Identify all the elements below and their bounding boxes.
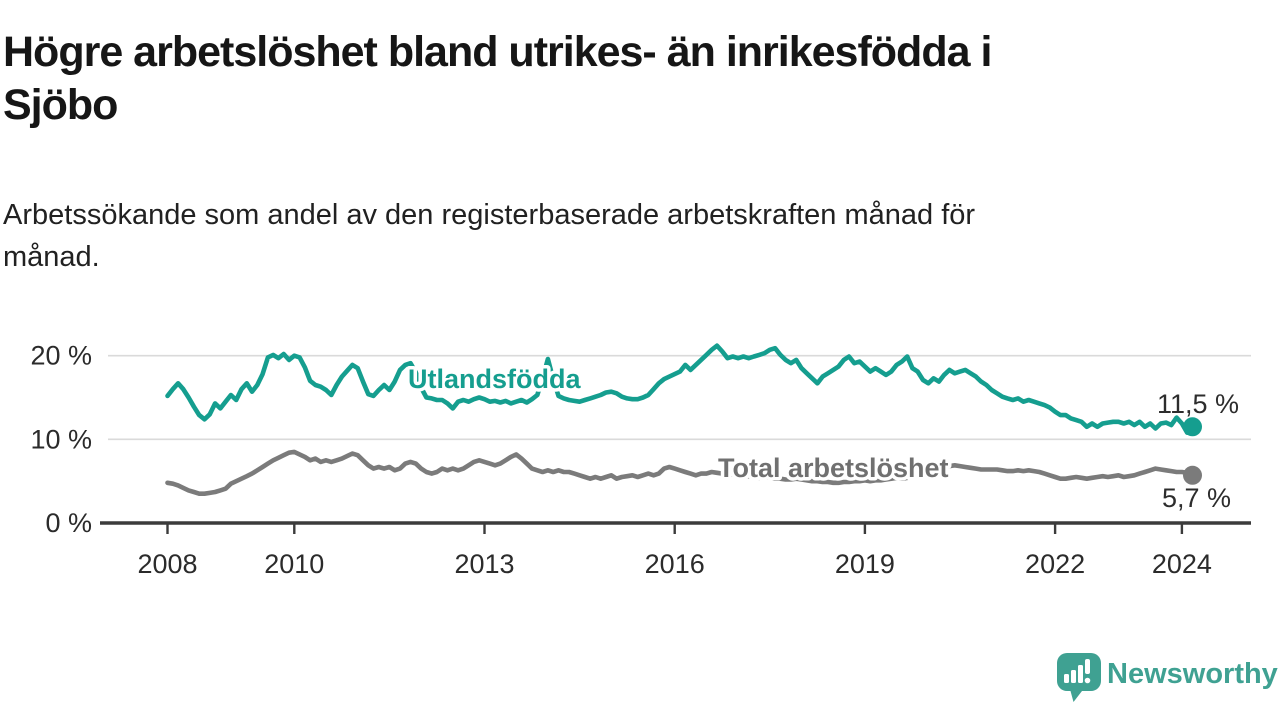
logo-exclamation-dot xyxy=(1084,677,1091,684)
newsworthy-logo-icon xyxy=(1057,653,1101,702)
chart-subtitle-line2: månad. xyxy=(3,241,100,273)
chart-svg: 0 % 10 % 20 % Utlandsfödda Total arbetslös… xyxy=(30,341,1251,579)
x-axis-tick-label: 2024 xyxy=(1152,549,1212,579)
brand-footer: Newsworthy xyxy=(1056,652,1278,704)
logo-bar-1 xyxy=(1064,674,1069,683)
line-layer xyxy=(165,343,1195,496)
y-axis-tick-label: 0 % xyxy=(45,508,92,538)
y-axis-tick-label: 20 % xyxy=(30,341,92,371)
x-axis-tick-label: 2019 xyxy=(835,549,895,579)
series-end-dot-1 xyxy=(1183,465,1202,485)
series-label-total: Total arbetslöshet xyxy=(718,453,949,483)
chart-title: Högre arbetslöshet bland utrikes- än inr… xyxy=(3,26,1263,132)
x-axis-tick-label: 2008 xyxy=(137,549,197,579)
chart-title-line2: Sjöbo xyxy=(3,81,118,129)
logo-bar-2 xyxy=(1071,670,1076,683)
dot-layer xyxy=(1183,417,1202,485)
logo-exclamation-bar xyxy=(1085,659,1090,674)
end-value-label-utlandsfodda: 11,5 % xyxy=(1157,389,1239,419)
logo-bar-3 xyxy=(1078,665,1083,683)
x-axis-tick-label: 2013 xyxy=(454,549,514,579)
chart-subtitle: Arbetssökande som andel av den registerb… xyxy=(3,194,1203,278)
y-axis-tick-label: 10 % xyxy=(30,424,92,454)
chart-title-line1: Högre arbetslöshet bland utrikes- än inr… xyxy=(3,28,992,76)
x-axis-tick-label: 2010 xyxy=(264,549,324,579)
series-end-dot-0 xyxy=(1183,417,1202,437)
axis-layer: 2008 2010 2013 2016 2019 2022 2024 xyxy=(100,521,1251,579)
x-axis-tick-label: 2022 xyxy=(1025,549,1085,579)
series-line-0 xyxy=(165,343,1195,435)
chart-subtitle-line1: Arbetssökande som andel av den registerb… xyxy=(3,199,976,231)
series-line-1 xyxy=(165,449,1195,496)
series-label-utlandsfodda: Utlandsfödda xyxy=(408,364,581,394)
brand-name: Newsworthy xyxy=(1107,658,1278,690)
grid-layer: 0 % 10 % 20 % xyxy=(30,341,1251,538)
line-chart: 0 % 10 % 20 % Utlandsfödda Total arbetslös… xyxy=(0,330,1280,600)
x-axis-tick-label: 2016 xyxy=(645,549,705,579)
end-value-label-total: 5,7 % xyxy=(1162,483,1231,513)
